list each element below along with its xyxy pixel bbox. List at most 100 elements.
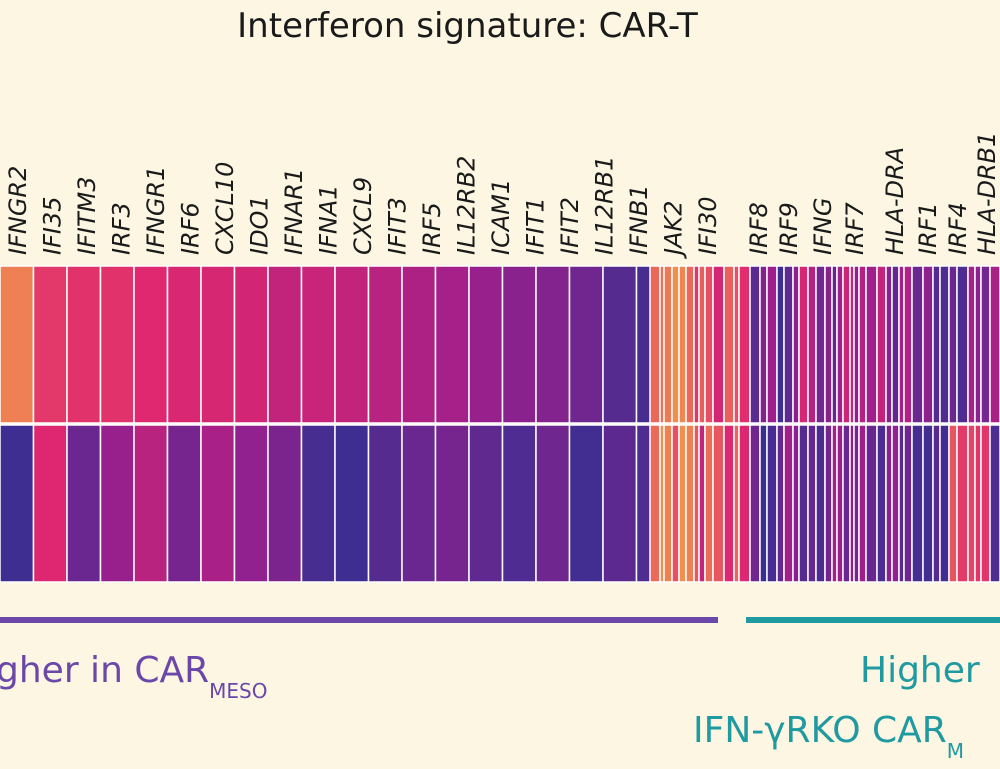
gene-label: IFIT2	[556, 197, 584, 255]
gene-label: IDO1	[246, 195, 274, 255]
heatmap-cell	[903, 265, 913, 424]
heatmap-cell	[367, 265, 403, 424]
gene-label: CXCL9	[349, 177, 377, 255]
heatmap-cell	[885, 424, 893, 583]
chart-title: Interferon signature: CAR-T	[237, 6, 698, 46]
heatmap-cell	[133, 265, 169, 424]
heatmap-cell	[663, 424, 673, 583]
heatmap-cell	[865, 265, 878, 424]
gene-label: HLA-DRB1	[973, 132, 1000, 255]
heatmap-cell	[698, 424, 706, 583]
heatmap-cell	[815, 265, 826, 424]
heatmap-cell-group	[0, 265, 1000, 583]
heatmap-cell	[649, 424, 661, 583]
heatmap-cell	[267, 265, 303, 424]
gene-label: IRF6	[177, 202, 205, 255]
heatmap-cell	[776, 424, 785, 583]
gene-label: IRF8	[745, 202, 773, 255]
heatmap-cell	[891, 265, 900, 424]
heatmap-cell	[865, 424, 878, 583]
gene-label: JAK2	[660, 200, 688, 259]
heatmap-cell	[32, 265, 68, 424]
group-label-left: gher in CARMESO	[0, 650, 267, 703]
heatmap-cell	[712, 265, 725, 424]
heatmap-cell	[989, 424, 1000, 583]
heatmap-cell	[738, 265, 751, 424]
heatmap-cell	[807, 265, 817, 424]
heatmap-cell	[891, 424, 900, 583]
heatmap-cell	[0, 265, 35, 424]
gene-label: IFIT1	[522, 197, 550, 255]
heatmap-cell	[99, 265, 135, 424]
heatmap-cell	[989, 265, 1000, 424]
heatmap-cell	[535, 424, 571, 583]
heatmap-cell	[671, 424, 680, 583]
heatmap-cell	[776, 265, 785, 424]
heatmap-cell	[798, 265, 809, 424]
heatmap-cell	[200, 265, 236, 424]
heatmap-cell	[842, 265, 851, 424]
gene-label: ICAM1	[487, 179, 515, 255]
heatmap-cell	[334, 424, 370, 583]
heatmap-cell	[956, 265, 969, 424]
heatmap-cell	[434, 265, 470, 424]
gene-label: IFNG	[809, 198, 837, 255]
heatmap-cell	[759, 424, 768, 583]
heatmap-cell	[685, 265, 695, 424]
heatmap-cell	[32, 424, 68, 583]
heatmap-cell	[602, 424, 638, 583]
heatmap-cell	[903, 424, 913, 583]
heatmap-cell	[468, 424, 504, 583]
heatmap-cell	[749, 265, 761, 424]
heatmap-cell	[133, 424, 169, 583]
heatmap-cell	[759, 265, 768, 424]
heatmap-cell	[723, 265, 735, 424]
heatmap-cell	[568, 265, 604, 424]
gene-label: IRF3	[108, 202, 136, 255]
group-label-right-line2: IFN-γRKO CARM	[693, 710, 964, 763]
heatmap-cell	[980, 265, 991, 424]
heatmap-cell	[798, 424, 809, 583]
gene-label: IL12RB2	[453, 156, 481, 255]
heatmap-cell	[535, 265, 571, 424]
heatmap-cell	[956, 424, 969, 583]
heatmap-cell	[980, 424, 991, 583]
heatmap-cell	[0, 424, 35, 583]
heatmap-cell	[939, 265, 950, 424]
heatmap-cell	[911, 265, 924, 424]
gene-label: IFI35	[39, 197, 67, 256]
heatmap-cell	[783, 424, 794, 583]
heatmap-cell	[712, 424, 725, 583]
heatmap-cell	[815, 424, 826, 583]
heatmap-cell	[967, 424, 976, 583]
gene-label: IFNAR1	[280, 168, 308, 255]
heatmap-cell	[602, 265, 638, 424]
heatmap-cell	[858, 424, 867, 583]
heatmap-cell	[233, 424, 269, 583]
heatmap-cell	[233, 265, 269, 424]
gene-label: IFIT3	[384, 197, 412, 255]
heatmap-cell	[842, 424, 851, 583]
heatmap-cell	[200, 424, 236, 583]
heatmap-cell	[967, 265, 976, 424]
heatmap-cell	[568, 424, 604, 583]
heatmap-cell	[468, 265, 504, 424]
gene-label: IRF5	[418, 202, 446, 255]
heatmap-cell	[401, 265, 437, 424]
heatmap-cell	[334, 265, 370, 424]
heatmap-cell	[267, 424, 303, 583]
heatmap-cell	[939, 424, 950, 583]
heatmap-cell	[678, 424, 687, 583]
heatmap-cell	[792, 424, 800, 583]
heatmap-cell	[738, 424, 751, 583]
heatmap-cell	[783, 265, 794, 424]
heatmap-cell	[698, 265, 706, 424]
group-label-right-line1: Higher	[860, 650, 980, 691]
gene-label: IRF7	[841, 201, 869, 255]
heatmap-cell	[932, 265, 941, 424]
gene-label: IL12RB1	[591, 156, 619, 255]
heatmap-cell	[66, 265, 102, 424]
heatmap-cell	[922, 265, 934, 424]
heatmap-cell	[836, 424, 844, 583]
